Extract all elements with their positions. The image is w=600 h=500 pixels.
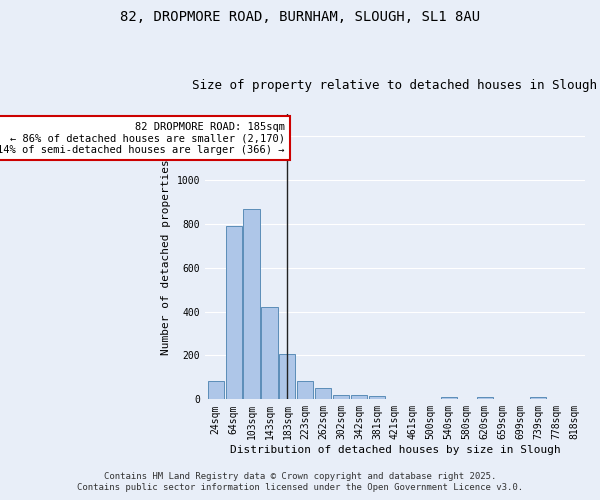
Bar	[530, 397, 547, 400]
Bar	[244, 210, 260, 400]
Bar	[315, 388, 331, 400]
Bar	[333, 395, 349, 400]
Text: 82 DROPMORE ROAD: 185sqm
← 86% of detached houses are smaller (2,170)
14% of sem: 82 DROPMORE ROAD: 185sqm ← 86% of detach…	[0, 122, 284, 155]
Text: Contains HM Land Registry data © Crown copyright and database right 2025.
Contai: Contains HM Land Registry data © Crown c…	[77, 472, 523, 492]
Bar	[476, 397, 493, 400]
Bar	[226, 226, 242, 400]
Text: 82, DROPMORE ROAD, BURNHAM, SLOUGH, SL1 8AU: 82, DROPMORE ROAD, BURNHAM, SLOUGH, SL1 …	[120, 10, 480, 24]
Bar	[208, 380, 224, 400]
Bar	[440, 397, 457, 400]
Y-axis label: Number of detached properties: Number of detached properties	[161, 159, 171, 354]
Bar	[280, 354, 295, 400]
Bar	[262, 307, 278, 400]
Bar	[297, 380, 313, 400]
Title: Size of property relative to detached houses in Slough: Size of property relative to detached ho…	[193, 79, 598, 92]
Bar	[369, 396, 385, 400]
Bar	[351, 395, 367, 400]
X-axis label: Distribution of detached houses by size in Slough: Distribution of detached houses by size …	[230, 445, 560, 455]
